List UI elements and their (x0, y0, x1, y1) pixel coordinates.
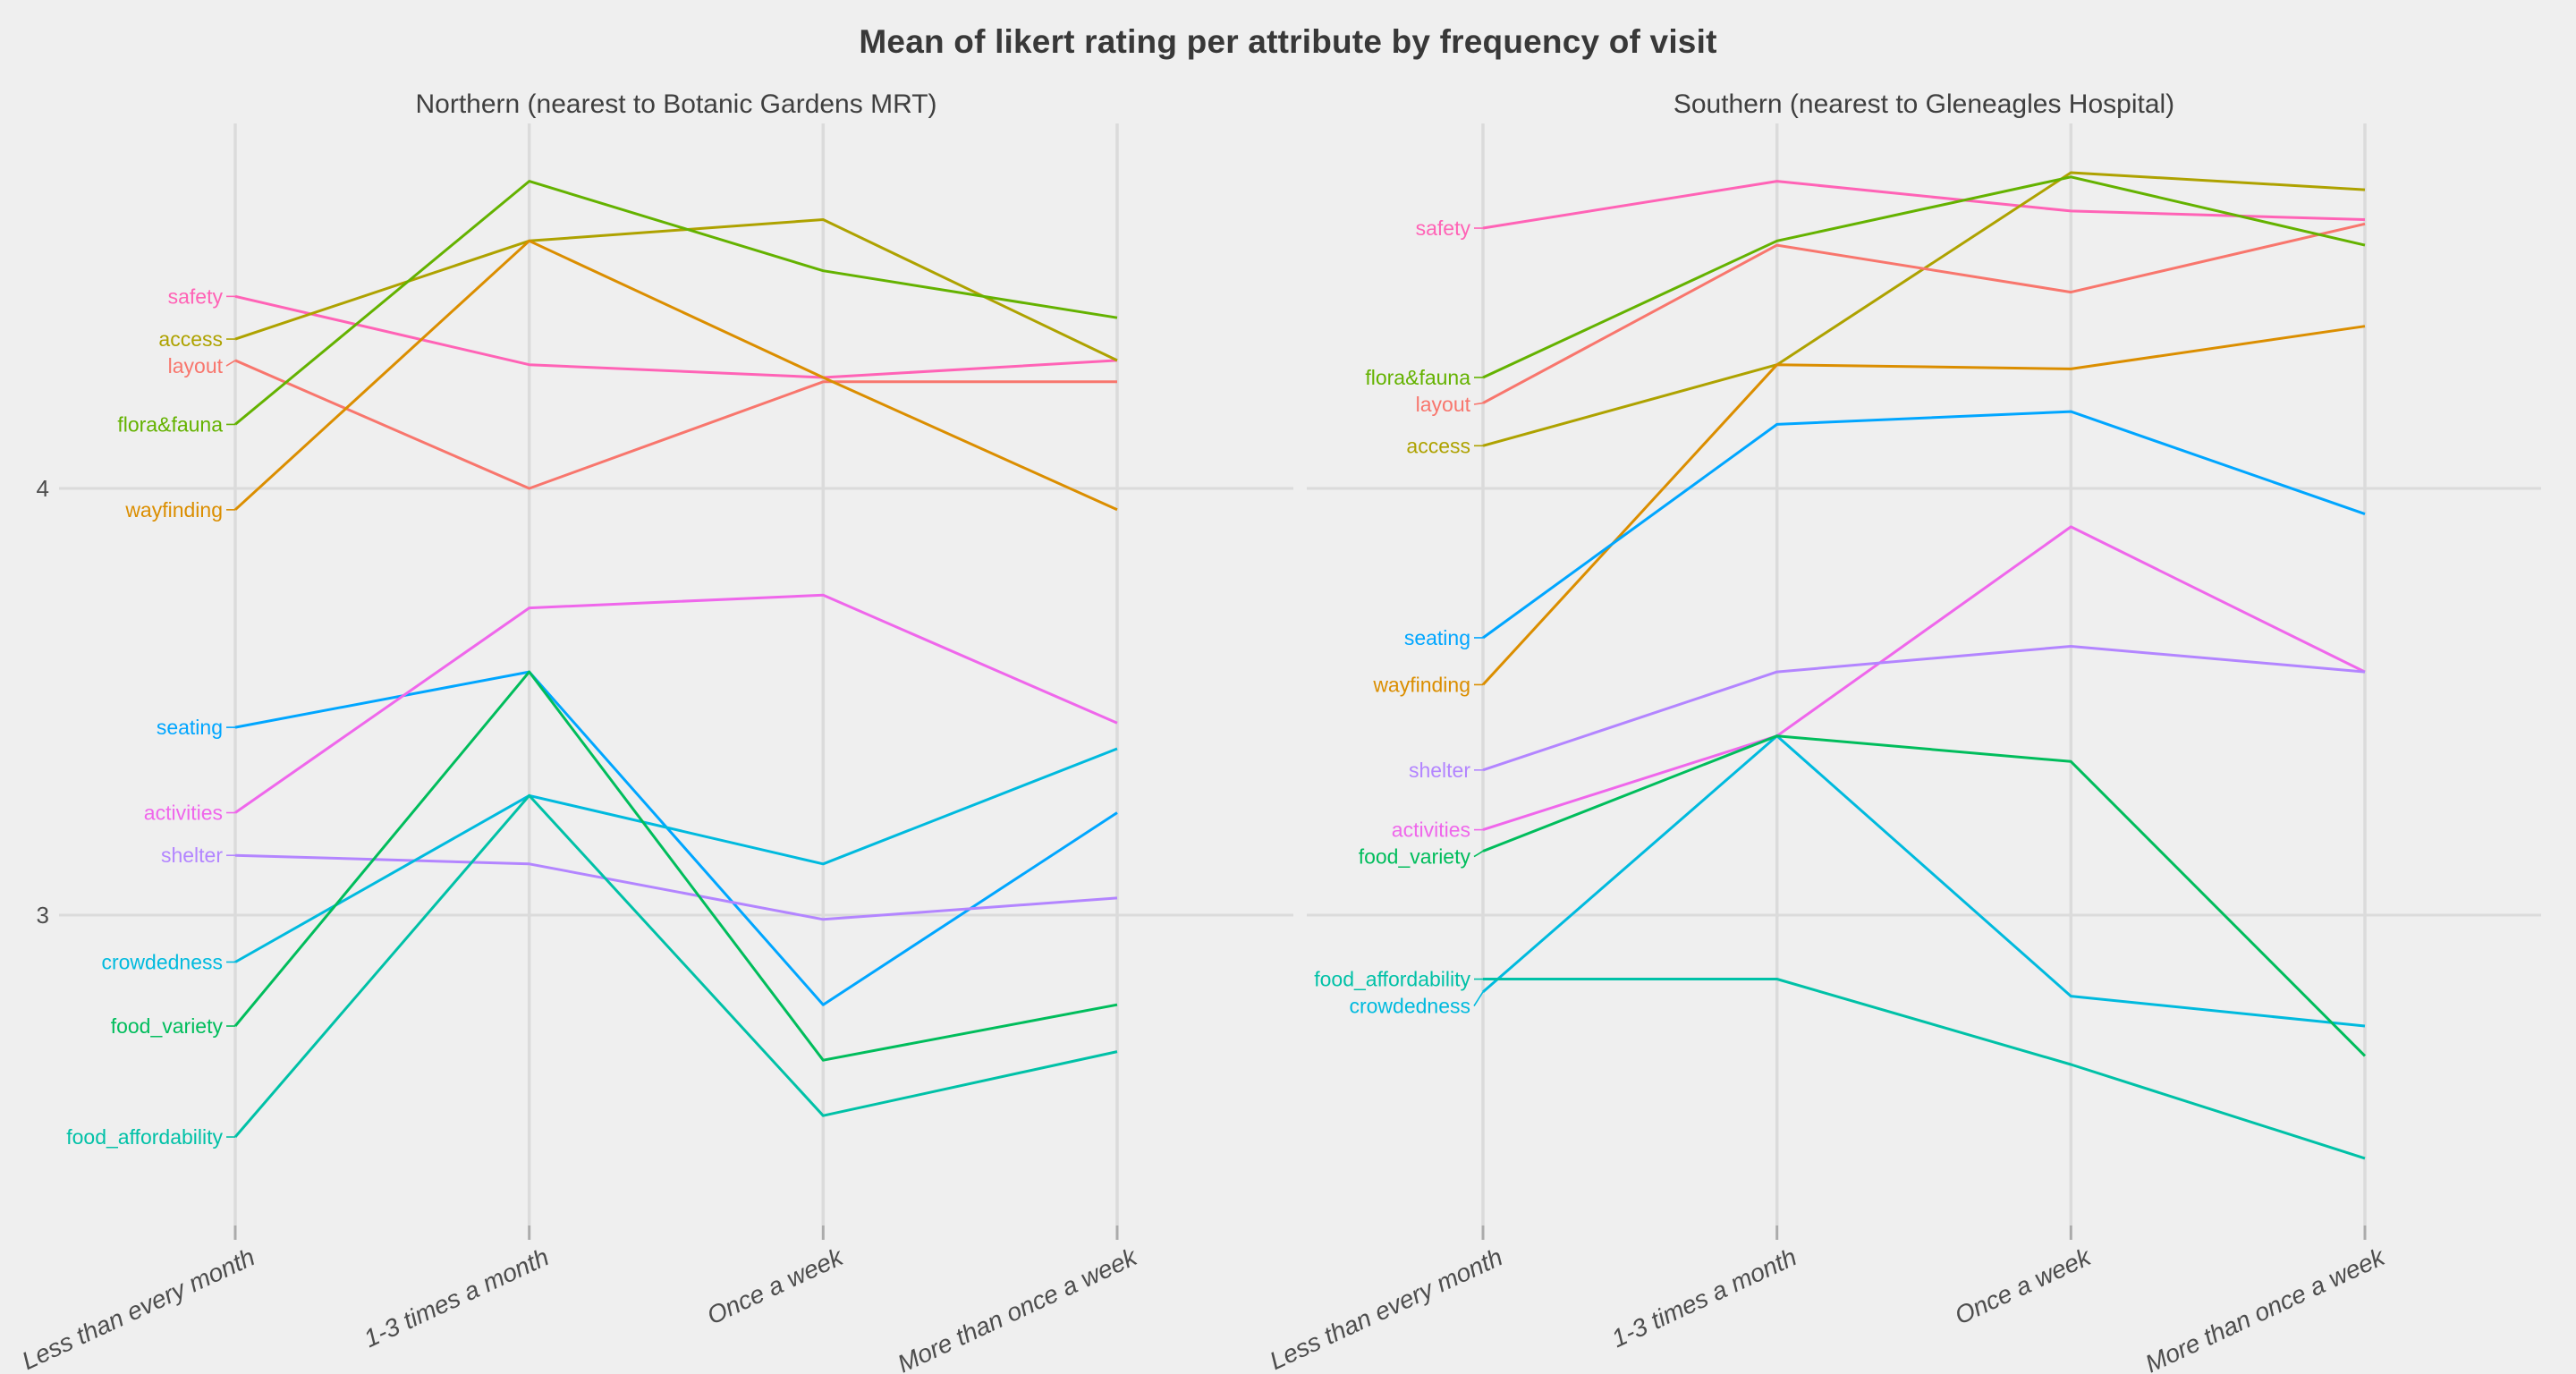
series-line-safety (234, 294, 1118, 379)
chart-title: Mean of likert rating per attribute by f… (859, 23, 1717, 60)
series-label-seating: seating (1404, 626, 1470, 649)
series-line-activities (1482, 525, 2366, 832)
series-label-food-affordability: food_affordability (1314, 968, 1470, 991)
series-label-leader-crowdedness (1473, 991, 1484, 1006)
series-label-shelter: shelter (1409, 759, 1470, 782)
series-label-activities: activities (144, 802, 223, 825)
series-line-food-variety (1482, 734, 2367, 1057)
series-label-crowdedness: crowdedness (1349, 995, 1470, 1018)
series-label-wayfinding: wayfinding (1372, 673, 1470, 696)
series-label-leader-food-variety (1473, 850, 1484, 858)
series-line-wayfinding (1481, 325, 2366, 686)
series-label-safety: safety (1416, 216, 1471, 240)
series-label-food-affordability: food_affordability (66, 1125, 223, 1149)
y-tick-label: 4 (37, 475, 49, 502)
series-line-food-affordability (1483, 978, 2366, 1160)
x-tick-label: More than once a week (2141, 1242, 2391, 1374)
facet-title-northern: Northern (nearest to Botanic Gardens MRT… (415, 89, 937, 119)
series-line-seating (1482, 410, 2366, 640)
series-line-food-variety (233, 670, 1118, 1062)
series-line-flora-fauna (1482, 175, 2366, 379)
series-label-access: access (1406, 434, 1470, 457)
x-tick-label: More than once a week (894, 1242, 1143, 1374)
x-tick-label: Less than every month (1266, 1243, 1507, 1374)
series-line-layout (234, 359, 1117, 490)
series-label-layout: layout (1416, 393, 1471, 416)
series-label-food-variety: food_variety (111, 1014, 224, 1038)
series-label-crowdedness: crowdedness (101, 950, 223, 973)
series-line-safety (1482, 180, 2366, 230)
series-label-food-variety: food_variety (1359, 845, 1471, 869)
x-tick-label: Once a week (1951, 1242, 2097, 1329)
series-line-flora-fauna (234, 180, 1118, 426)
x-tick-label: Once a week (703, 1242, 849, 1329)
series-label-leader-layout (1473, 402, 1484, 405)
series-line-wayfinding (233, 239, 1118, 512)
series-line-shelter (234, 853, 1118, 921)
series-label-access: access (158, 327, 223, 351)
y-tick-label: 3 (37, 902, 49, 929)
x-tick-label: 1-3 times a month (360, 1243, 553, 1353)
series-label-layout: layout (168, 354, 224, 377)
series-label-flora-fauna: flora&fauna (1365, 366, 1470, 389)
series-label-flora-fauna: flora&fauna (117, 412, 223, 436)
series-label-safety: safety (168, 284, 224, 308)
series-line-access (234, 218, 1118, 362)
series-line-food-affordability (233, 793, 1118, 1138)
series-line-crowdedness (234, 747, 1118, 963)
series-label-seating: seating (157, 716, 223, 739)
series-label-shelter: shelter (161, 844, 223, 867)
series-label-leader-layout (225, 360, 236, 367)
series-label-wayfinding: wayfinding (124, 498, 223, 522)
series-line-layout (1482, 222, 2366, 404)
series-line-shelter (1482, 645, 2366, 772)
facet-title-southern: Southern (nearest to Gleneagles Hospital… (1673, 89, 2175, 119)
series-label-activities: activities (1392, 818, 1470, 842)
x-tick-label: 1-3 times a month (1607, 1243, 1801, 1353)
x-tick-label: Less than every month (18, 1243, 259, 1374)
series-line-crowdedness (1482, 734, 2366, 1028)
series-line-activities (234, 593, 1118, 814)
